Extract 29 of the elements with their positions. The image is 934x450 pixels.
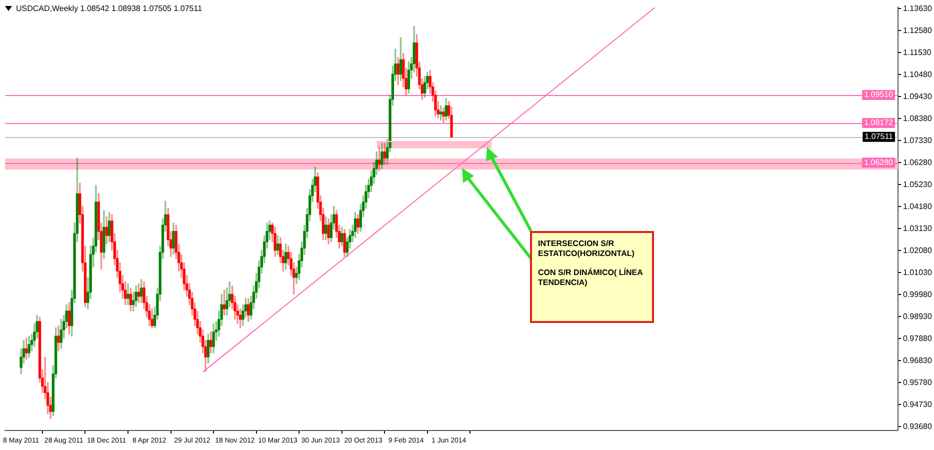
candlestick [126, 283, 130, 306]
y-tick-label: 1.05230 [903, 180, 932, 189]
annotation: CON S/R DINÁMICO( LÍNEA TENDENCIA) [538, 268, 644, 288]
y-tick-label: 1.10480 [903, 70, 932, 79]
y-tick-label: 0.99980 [903, 290, 932, 299]
y-tick-label: 0.94730 [903, 400, 932, 409]
y-tick-label: 1.12580 [903, 26, 932, 35]
y-tick-label: 1.01030 [903, 268, 932, 277]
y-tick-label: 1.03130 [903, 224, 932, 233]
ref-line-label: 1.08172 [864, 118, 894, 128]
y-tick-label: 0.96830 [903, 356, 932, 365]
y-tick-label: 1.11530 [903, 48, 932, 57]
y-tick-label: 0.97880 [903, 334, 932, 343]
ref-line-label: 1.09510 [864, 90, 894, 100]
note-box: INTERSECCION S/R ESTATICO(HORIZONTAL) CON S/R DINÁMICO( LÍNEA TENDENCIA) [530, 231, 654, 323]
y-tick-label: 0.98930 [903, 312, 932, 321]
y-tick-label: 1.07330 [903, 136, 932, 145]
chart-title: USDCAD,Weekly 1.08542 1.08938 1.07505 1.07511 [16, 4, 202, 13]
y-tick-label: 1.02080 [903, 246, 932, 255]
y-tick-label: 1.13630 [903, 4, 932, 13]
y-tick-label: 1.09430 [903, 92, 932, 101]
y-tick-label: 0.95780 [903, 378, 932, 387]
y-tick-label: 1.04180 [903, 202, 932, 211]
y-tick-label: 1.08380 [903, 114, 932, 123]
ref-line-label: 1.06280 [864, 158, 894, 167]
y-tick-label: 0.93680 [903, 422, 932, 431]
annotation: INTERSECCION S/R ESTATICO(HORIZONTAL) [538, 239, 636, 259]
ref-line-label: 1.07511 [864, 132, 894, 142]
y-tick-label: 1.06280 [903, 158, 932, 167]
